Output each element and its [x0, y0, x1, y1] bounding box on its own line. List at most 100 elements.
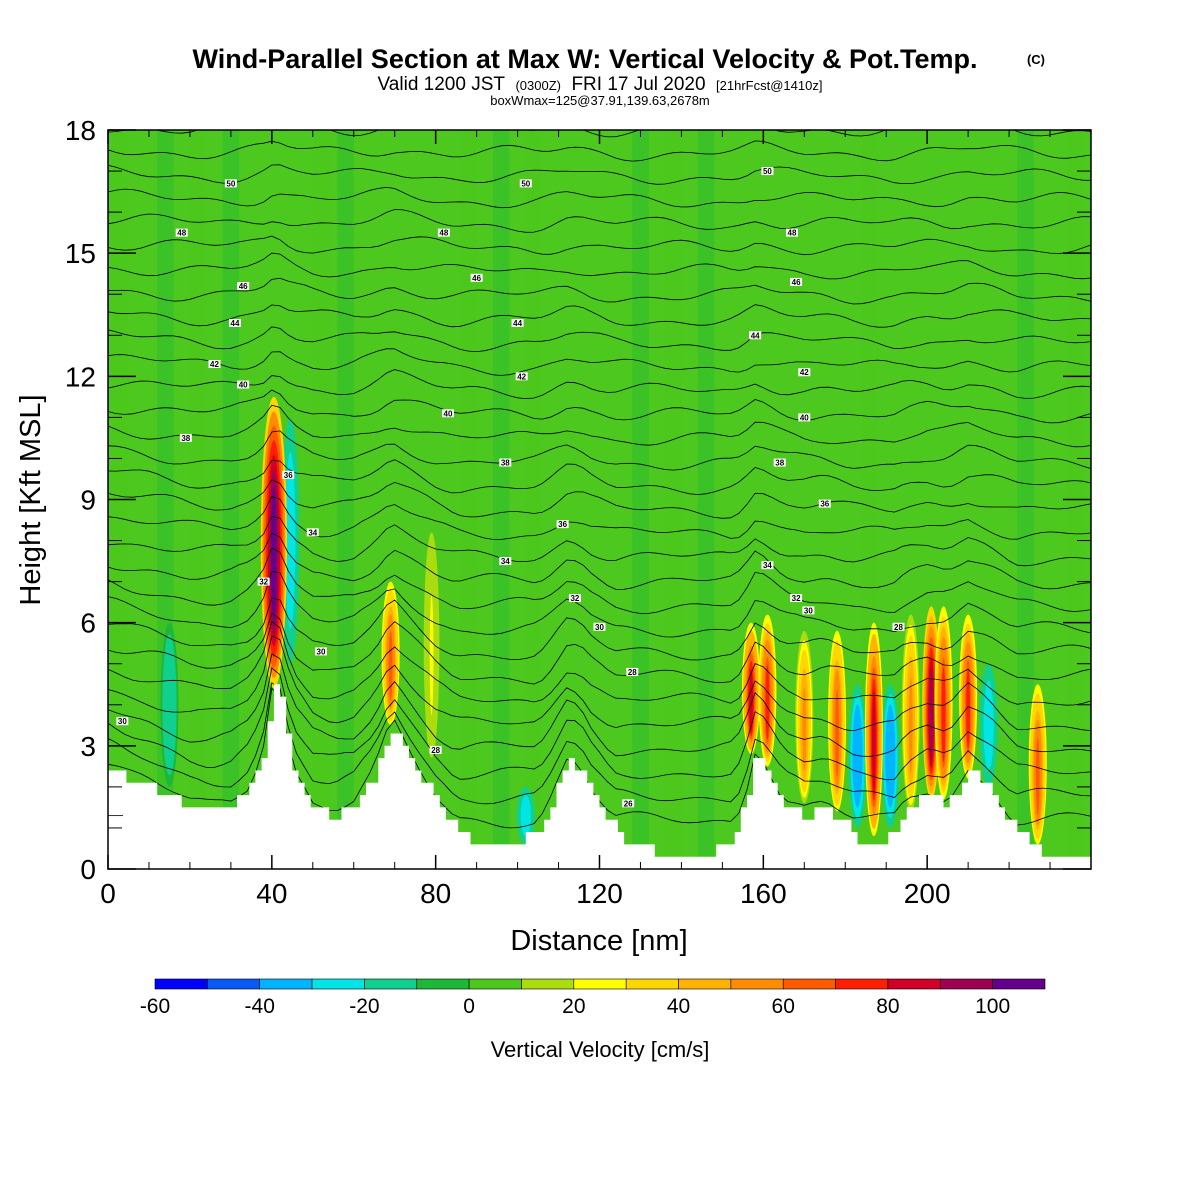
terrain-mask: [108, 684, 1091, 869]
theta-contour-label: 28: [429, 745, 442, 755]
theta-label-text: 46: [792, 278, 801, 287]
colorbar-tick-label: 40: [667, 995, 690, 1018]
theta-label-box: [761, 561, 774, 570]
w-background-band: [525, 130, 543, 869]
theta-label-text: 36: [558, 520, 567, 529]
theta-label-box: [556, 520, 569, 529]
theta-label-text: 44: [751, 331, 760, 340]
theta-contour-label: 28: [892, 622, 905, 632]
theta-label-box: [515, 372, 528, 381]
theta-contour-label: 42: [208, 360, 221, 369]
theta-label-text: 48: [439, 229, 448, 238]
theta-label-text: 48: [177, 229, 186, 238]
colorbar-label: Vertical Velocity [cm/s]: [491, 1037, 710, 1062]
x-axis-label: Distance [nm]: [510, 925, 687, 957]
theta-label-box: [519, 179, 532, 188]
updraft-core: [388, 630, 393, 701]
theta-contour-line: [108, 635, 1091, 732]
theta-label-text: 46: [472, 274, 481, 283]
x-tick-label: 120: [576, 878, 623, 909]
theta-label-box: [437, 228, 450, 237]
theta-contour-line: [108, 235, 1091, 256]
y-tick-label: 18: [65, 115, 96, 146]
colorbar-tick-label: -40: [245, 995, 275, 1018]
theta-contour-line: [108, 516, 1091, 567]
theta-contour-label: 30: [802, 606, 815, 615]
theta-contour-line: [108, 404, 1091, 448]
theta-contour-line: [108, 620, 1091, 706]
theta-contour-label: 50: [519, 179, 532, 188]
x-tick-label: 160: [740, 878, 787, 909]
w-background-band: [632, 130, 649, 869]
theta-label-box: [116, 717, 129, 726]
theta-label-text: 26: [624, 799, 633, 808]
colorbar-bin: [625, 978, 679, 990]
theta-label-text: 28: [894, 623, 903, 632]
colorbar-tick-label: -60: [140, 995, 170, 1018]
theta-contour-label: 42: [798, 368, 811, 377]
theta-contour-line: [108, 667, 1091, 781]
w-background-band: [460, 130, 477, 869]
colorbar-bin: [364, 978, 418, 990]
chart-title: Wind-Parallel Section at Max W: Vertical…: [193, 44, 978, 74]
theta-contour-line: [108, 186, 1091, 209]
theta-label-text: 32: [792, 594, 801, 603]
x-tick-label: 0: [100, 878, 116, 909]
theta-contour-line: [108, 348, 1091, 376]
theta-label-text: 38: [775, 459, 784, 468]
theta-contour-line: [108, 389, 1091, 424]
theta-label-box: [179, 433, 192, 442]
theta-label-text: 44: [513, 319, 522, 328]
theta-contour-label: 32: [257, 577, 270, 587]
downdraft-core: [854, 714, 861, 798]
colorbar-tick-label: 20: [562, 995, 585, 1018]
theta-label-box: [790, 277, 803, 286]
updraft-core: [271, 483, 277, 626]
theta-contour-line: [108, 209, 1091, 233]
updraft-core: [908, 677, 913, 773]
theta-contour-label: 46: [790, 277, 803, 287]
theta-contour-line: [108, 304, 1091, 328]
valid-time-line: Valid 1200 JST (0300Z) FRI 17 Jul 2020 […: [378, 74, 823, 95]
theta-contour-label: 48: [175, 228, 188, 238]
theta-contour-line: [108, 597, 1091, 661]
theta-contour-line: [108, 653, 1091, 757]
theta-label-text: 32: [259, 578, 268, 587]
theta-label-box: [749, 331, 762, 340]
theta-label-box: [790, 594, 803, 603]
theta-contour-label: 34: [306, 528, 319, 537]
colorbar-bin: [573, 978, 627, 990]
colorbar-bin: [154, 978, 208, 990]
y-tick-label: 15: [65, 238, 96, 269]
w-background-band: [337, 130, 354, 869]
colorbar-bin: [678, 978, 732, 990]
theta-label-box: [818, 499, 831, 508]
theta-contour-line: [108, 532, 1091, 590]
theta-label-text: 40: [239, 381, 248, 390]
theta-label-box: [892, 622, 905, 631]
theta-label-box: [499, 557, 512, 566]
y-tick-label: 9: [80, 485, 96, 516]
theta-label-text: 34: [308, 528, 317, 537]
theta-contour-label: 36: [818, 499, 831, 509]
colorbar-tick-label: 80: [876, 995, 899, 1018]
theta-label-box: [786, 228, 799, 237]
theta-label-box: [208, 360, 221, 369]
theta-label-text: 30: [804, 606, 813, 615]
theta-label-box: [228, 318, 241, 327]
colorbar-bin: [521, 978, 575, 990]
theta-contour-label: 40: [798, 413, 811, 422]
theta-label-box: [429, 745, 442, 754]
theta-contour-line: [108, 496, 1091, 540]
theta-label-text: 42: [800, 368, 809, 377]
updraft-core: [835, 689, 839, 778]
theta-contour-label: 40: [237, 380, 250, 390]
theta-contour-label: 34: [761, 561, 774, 570]
theta-contour-line: [108, 326, 1091, 353]
updraft-core: [1035, 737, 1040, 816]
terrain-area: [108, 684, 1091, 869]
theta-contour-line: [108, 369, 1091, 400]
theta-contour-line: [108, 252, 1091, 280]
valid-utc: (0300Z): [515, 78, 561, 93]
w-background-band: [697, 130, 715, 869]
